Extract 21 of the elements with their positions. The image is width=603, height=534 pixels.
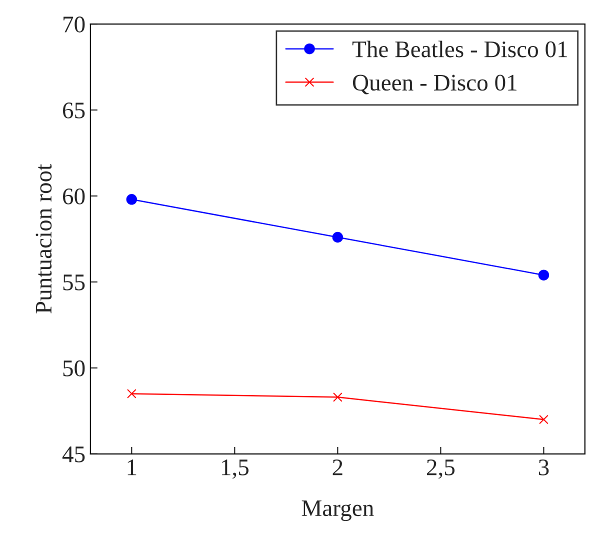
point [332, 232, 344, 243]
point [126, 389, 136, 398]
x-tick-label: 1 [128, 460, 136, 476]
y-tick-label: 50 [63, 360, 85, 376]
x-tick-label: 1,5 [222, 460, 248, 479]
y-axis-title: Puntuacion root [36, 164, 52, 314]
y-tick-label: 55 [63, 274, 85, 290]
y-tick-label: 45 [62, 446, 85, 462]
y-tick-label: 65 [62, 102, 85, 118]
x-tick-label: 2,5 [426, 460, 455, 479]
x-axis-title: Margen [302, 500, 374, 522]
legend-label: The Beatles - Disco 01 [352, 40, 567, 58]
y-tick-label: 70 [64, 16, 85, 32]
x-tick-label: 2 [332, 460, 342, 476]
x-tick-label: 3 [538, 460, 549, 476]
legend-label: Queen - Disco 01 [352, 74, 516, 94]
point [539, 414, 548, 424]
point [538, 270, 550, 280]
point [126, 194, 138, 205]
point [332, 392, 342, 402]
y-tick-label: 60 [62, 188, 85, 204]
